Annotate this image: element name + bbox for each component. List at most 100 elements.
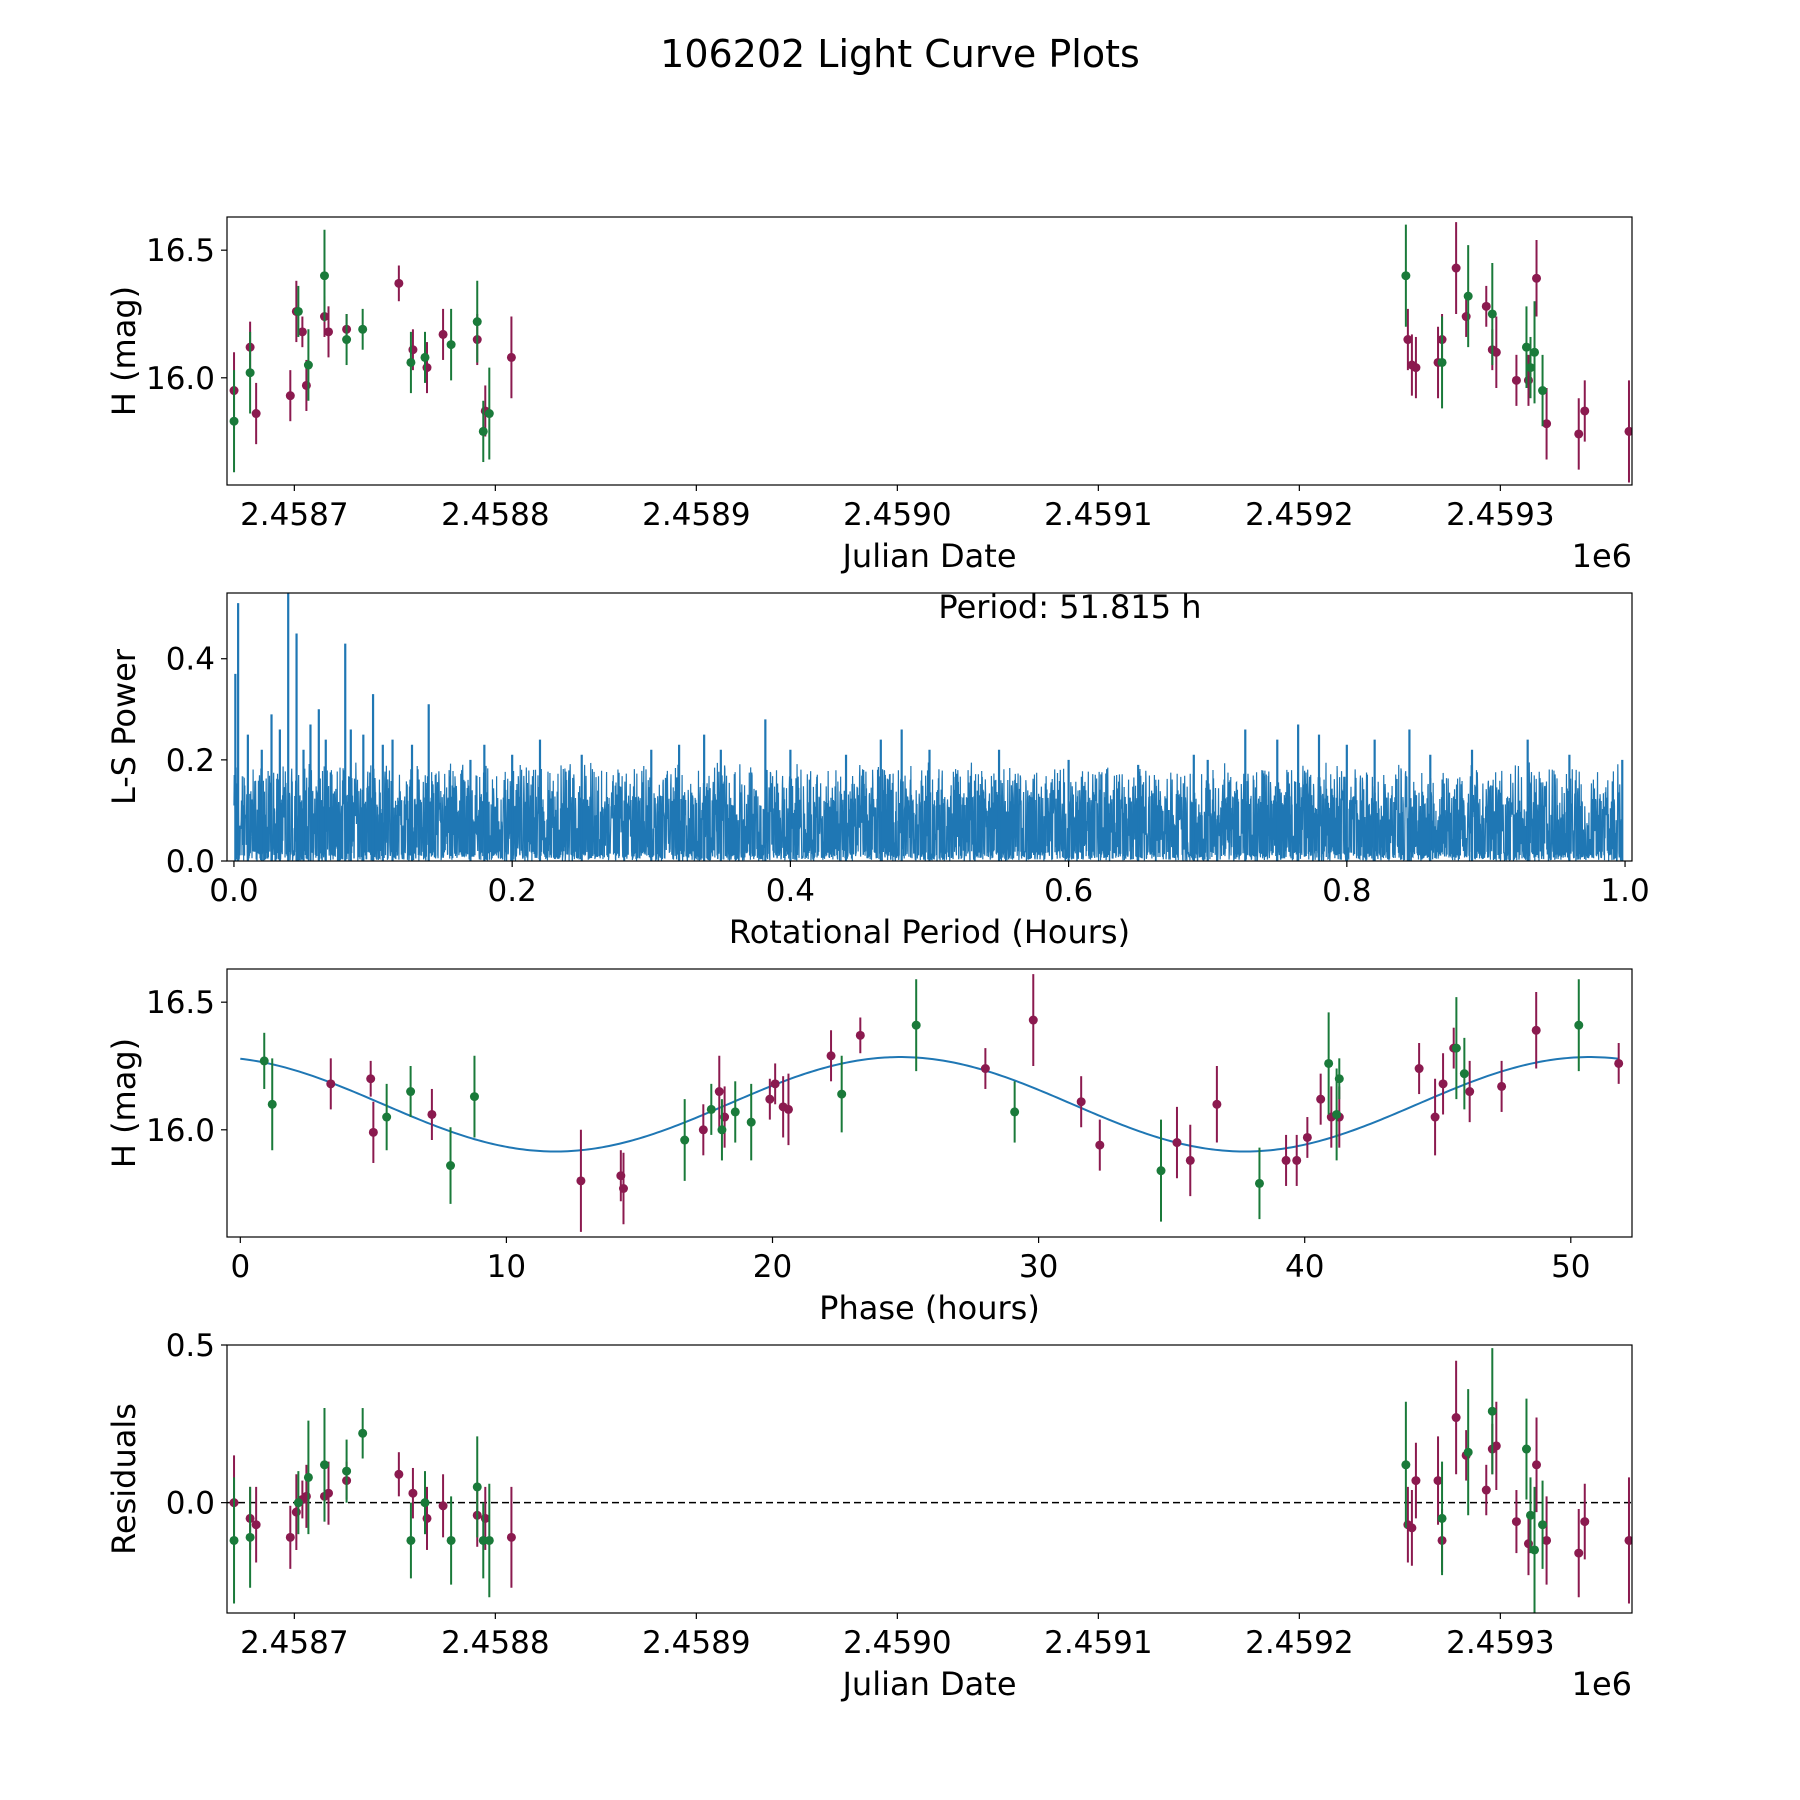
y-tick-label: 0.5 [166,1328,215,1364]
x-tick-label: 40 [1285,1249,1324,1285]
x-tick-label: 2.4590 [843,1625,951,1661]
x-tick-label: 2.4592 [1245,497,1353,533]
filter_a-point [1542,1535,1552,1545]
filter_a-point [980,1064,990,1074]
filter_b-point [1451,1043,1461,1053]
lightcurve-panel: 2.4587 2.4588 2.4589 2.4590 2.4591 2.4592 2.45… [105,216,1633,575]
period-annotation: Period: 51.815 h [938,588,1201,626]
filter_b-point [382,1112,392,1122]
filter_b-point [1538,386,1548,396]
filter_b-point [293,306,303,316]
filter_b-point [303,360,313,370]
filter_a-point [770,1079,780,1089]
filter_a-point [1614,1058,1624,1068]
filter_b-point [680,1135,690,1145]
filter_a-point [1407,1523,1417,1533]
filter_a-point [297,327,307,337]
x-tick-label: 2.4588 [441,1625,549,1661]
filter_a-point [1411,1476,1421,1486]
x-tick-label: 50 [1551,1249,1590,1285]
filter_b-point [319,271,329,281]
filter_b-point [406,1087,416,1097]
filter_a-point [1461,312,1471,322]
filter_b-point [1538,1520,1548,1530]
filter_a-point [324,1488,334,1498]
y-tick-label: 16.0 [146,1113,215,1149]
filter_a-point [394,278,404,288]
filter_a-point [1481,301,1491,311]
y-tick-label: 0.4 [166,642,215,678]
filter_a-point [1414,1064,1424,1074]
filter_a-point [1580,406,1590,416]
filter_b-point [484,409,494,419]
filter_b-point [472,317,482,327]
filter_a-point [251,1520,261,1530]
filter_a-point [1491,1441,1501,1451]
filter_a-point [301,1491,311,1501]
x-tick-label: 2.4589 [642,497,750,533]
filter_a-point [1574,1548,1584,1558]
x-tick-label: 2.4588 [441,497,549,533]
filter_b-point [293,1498,303,1508]
filter_b-point [1332,1109,1342,1119]
filter_a-point [506,352,516,362]
x-axis-label: Julian Date [840,1665,1016,1703]
x-offset-label: 1e6 [1572,1665,1632,1703]
filter_b-point [484,1535,494,1545]
filter_a-point [285,1532,295,1542]
filter_a-point [285,391,295,401]
filter_a-point [1580,1517,1590,1527]
y-tick-label: 0.2 [166,743,215,779]
x-tick-label: 2.4591 [1044,1625,1152,1661]
filter_b-point [406,1535,416,1545]
filter_a-point [1511,375,1521,385]
x-tick-label: 20 [753,1249,792,1285]
filter_a-point [1076,1097,1086,1107]
filter_a-point [1451,263,1461,273]
filter_a-point [291,1507,301,1517]
filter_a-point [714,1087,724,1097]
filter_a-point [1185,1155,1195,1165]
filter_b-point [837,1089,847,1099]
filter_a-point [1292,1155,1302,1165]
filter_a-point [1451,1413,1461,1423]
filter_a-point [438,1501,448,1511]
filter_a-point [422,1513,432,1523]
x-tick-label: 0.0 [209,873,258,909]
filter_a-point [366,1074,376,1084]
filter_a-point [1532,1460,1542,1470]
x-tick-label: 2.4589 [642,1625,750,1661]
filter_b-point [1156,1166,1166,1176]
filter_b-point [1574,1020,1584,1030]
filter_a-point [301,380,311,390]
y-axis-label: H (mag) [105,286,143,416]
filter_a-point [1511,1517,1521,1527]
plot-area [233,593,1624,861]
plot-area [227,1348,1632,1613]
filter_a-point [1430,1112,1440,1122]
filter_a-point [408,1488,418,1498]
filter_b-point [358,324,368,334]
filter_b-point [1437,357,1447,367]
filter_a-point [1281,1155,1291,1165]
filter_a-point [1302,1132,1312,1142]
filter_b-point [420,1498,430,1508]
filter_a-point [1403,335,1413,345]
filter_b-point [1459,1069,1469,1079]
filter_b-point [259,1056,269,1066]
filter_b-point [446,1161,456,1171]
filter_a-point [408,345,418,355]
filter_a-point [783,1104,793,1114]
filter_b-point [1525,1510,1535,1520]
plot-area [229,222,1632,483]
filter_b-point [1525,363,1535,373]
filter_b-point [1487,1406,1497,1416]
filter_a-point [826,1051,836,1061]
filter_b-point [1254,1178,1264,1188]
x-tick-label: 30 [1019,1249,1058,1285]
filter_b-point [746,1117,756,1127]
filter_a-point [618,1184,628,1194]
filter_b-point [717,1125,727,1135]
filter_a-point [1481,1485,1491,1495]
filter_b-point [446,340,456,350]
